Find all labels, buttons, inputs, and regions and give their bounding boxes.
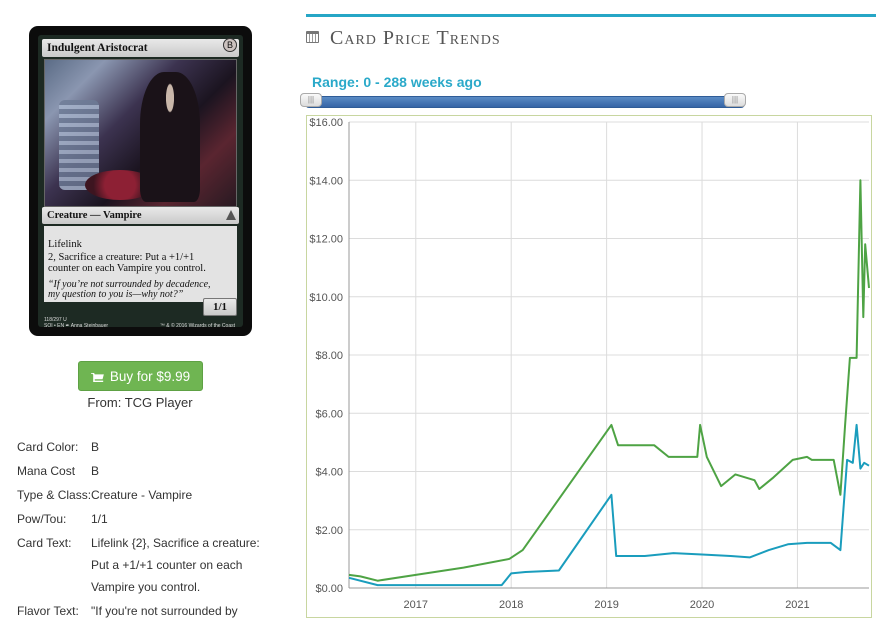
buy-label: Buy for $9.99 <box>109 369 191 384</box>
card-rules-box: Lifelink 2, Sacrifice a creature: Put a … <box>44 226 237 302</box>
attr-label: Type & Class: <box>17 488 92 502</box>
price-chart: $0.00 $2.00 $4.00 $6.00 $8.00 $10.00 $12.00 $14… <box>306 115 872 618</box>
attr-label: Flavor Text: <box>17 604 79 618</box>
attr-value: Creature - Vampire <box>91 488 193 502</box>
attr-label: Card Text: <box>17 536 72 550</box>
price-source: From: TCG Player <box>87 395 193 410</box>
collector-set-artist: SOI • EN ✒ Anna Steinbauer <box>44 323 109 329</box>
section-title: Card Price Trends <box>330 27 501 49</box>
y-tick-label: $14.00 <box>309 175 343 187</box>
attr-value: B <box>91 464 100 478</box>
card-flavor-line: “If you’re not surrounded by decadence, <box>48 278 211 290</box>
card-artwork <box>44 59 237 207</box>
attr-value: Put a +1/+1 counter on each <box>91 558 243 572</box>
section-accent-bar <box>306 14 876 17</box>
y-tick-label: $8.00 <box>315 350 343 362</box>
set-symbol-icon <box>226 210 236 220</box>
card-name: Indulgent Aristocrat <box>42 39 239 57</box>
card-rules-line: 2, Sacrifice a creature: Put a +1/+1 <box>48 251 195 263</box>
attr-label: Pow/Tou: <box>17 512 67 526</box>
y-tick-label: $10.00 <box>309 292 343 304</box>
y-tick-label: $4.00 <box>315 467 343 479</box>
mana-symbol-icon: B <box>223 38 237 52</box>
calendar-icon <box>306 31 319 43</box>
price-series-line-0 <box>348 179 870 582</box>
shopping-cart-icon <box>90 373 104 382</box>
x-tick-label: 2019 <box>594 599 618 611</box>
card-collector-info: 118/297 U SOI • EN ✒ Anna Steinbauer <box>44 317 108 329</box>
range-slider-handle-right[interactable]: ||| <box>724 93 746 107</box>
attr-label: Mana Cost <box>17 464 76 478</box>
y-tick-label: $12.00 <box>309 234 343 246</box>
x-tick-label: 2018 <box>499 599 523 611</box>
card-rules-line: counter on each Vampire you control. <box>48 263 206 274</box>
attr-value: B <box>91 440 100 454</box>
range-label: Range: 0 - 288 weeks ago <box>312 74 482 90</box>
collector-number: 118/297 U <box>44 317 67 323</box>
attr-label: Card Color: <box>17 440 79 454</box>
x-tick-label: 2021 <box>785 599 809 611</box>
attr-value: "If you're not surrounded by <box>91 604 238 618</box>
attr-value: Vampire you control. <box>91 580 201 594</box>
card-type-line: Creature — Vampire <box>42 207 239 224</box>
card-copyright: ™ & © 2016 Wizards of the Coast <box>159 323 235 329</box>
card-frame: Indulgent Aristocrat B Creature — Vampir… <box>38 35 243 329</box>
card-image: Indulgent Aristocrat B Creature — Vampir… <box>29 26 252 336</box>
price-chart-svg: $0.00 $2.00 $4.00 $6.00 $8.00 $10.00 $12.00 $14… <box>309 117 870 611</box>
card-power-toughness: 1/1 <box>203 298 237 316</box>
range-slider-handle-left[interactable]: ||| <box>300 93 322 107</box>
y-tick-label: $0.00 <box>315 583 343 595</box>
range-slider-track[interactable] <box>305 96 745 108</box>
card-flavor-line: my question to you is—why not?” <box>48 289 184 300</box>
y-tick-label: $2.00 <box>315 525 343 537</box>
y-tick-label: $6.00 <box>315 408 343 420</box>
price-series-line-1 <box>348 423 870 587</box>
art-vampire-figure <box>140 72 200 202</box>
y-tick-label: $16.00 <box>309 117 343 129</box>
buy-button[interactable]: Buy for $9.99 <box>78 361 203 391</box>
x-tick-label: 2020 <box>690 599 714 611</box>
card-rules-line: Lifelink <box>48 239 82 250</box>
attr-value: 1/1 <box>91 512 108 526</box>
x-tick-label: 2017 <box>404 599 428 611</box>
attr-value: Lifelink {2}, Sacrifice a creature: <box>91 536 260 550</box>
